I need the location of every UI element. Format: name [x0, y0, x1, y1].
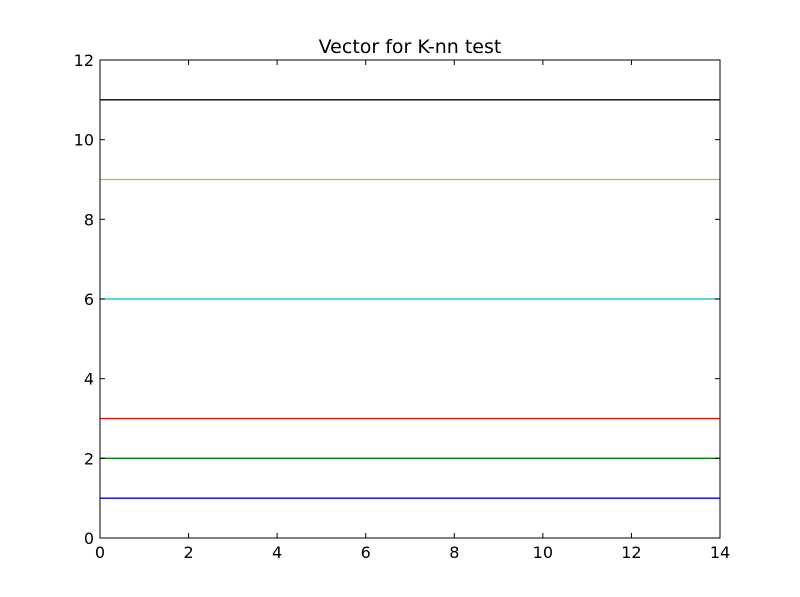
chart-title: Vector for K-nn test — [319, 36, 502, 58]
y-tick-label: 12 — [74, 51, 94, 70]
y-tick-label: 8 — [84, 210, 94, 229]
x-tick-label: 0 — [95, 543, 105, 562]
y-tick-label: 4 — [84, 370, 94, 389]
x-tick-label: 10 — [533, 543, 553, 562]
x-tick-label: 14 — [710, 543, 730, 562]
x-tick-label: 6 — [361, 543, 371, 562]
ticks-layer: 0 2 4 6 8 10 12 14 0 2 4 6 8 10 12 — [74, 51, 731, 562]
x-tick-label: 2 — [183, 543, 193, 562]
plot-frame — [99, 59, 721, 539]
series-layer — [100, 99, 720, 499]
x-tick-label: 8 — [449, 543, 459, 562]
y-tick-label: 6 — [84, 290, 94, 309]
x-tick-label: 12 — [621, 543, 641, 562]
y-tick-label: 10 — [74, 131, 94, 150]
y-tick-label: 0 — [84, 529, 94, 548]
x-tick-label: 4 — [272, 543, 282, 562]
y-tick-label: 2 — [84, 449, 94, 468]
